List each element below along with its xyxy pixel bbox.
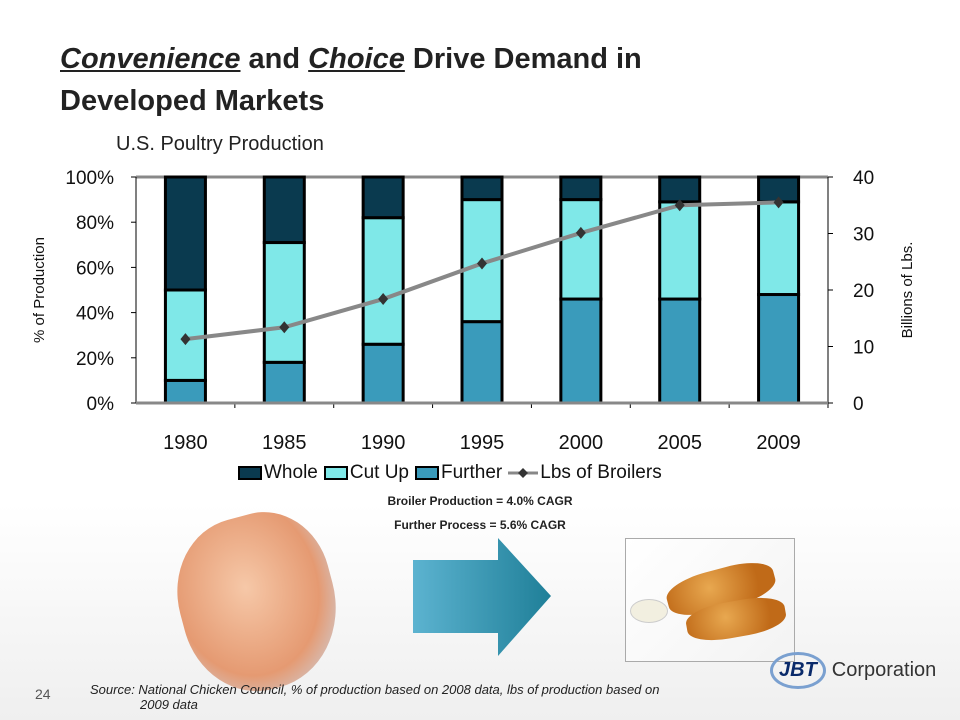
note-further-cagr: Further Process = 5.6% CAGR xyxy=(394,518,566,532)
legend: Whole Cut Up Further Lbs of Broilers xyxy=(238,462,662,484)
y-right-tick-label: 30 xyxy=(853,225,874,246)
note-broiler-cagr: Broiler Production = 4.0% CAGR xyxy=(387,494,573,508)
bar-whole xyxy=(658,175,702,204)
y-tick-label: 20% xyxy=(76,349,114,370)
line-point xyxy=(378,293,389,306)
arrow-icon xyxy=(413,538,551,656)
line-point xyxy=(773,196,784,209)
legend-label: Lbs of Broilers xyxy=(540,462,662,483)
legend-whole: Whole xyxy=(238,462,318,484)
chicken-tenders-image xyxy=(625,538,795,662)
bar-whole xyxy=(262,175,306,245)
chart: 0% 20% 40% 60% 80% 100% 0 10 20 30 40 % of Producti… xyxy=(31,168,916,454)
legend-cutup: Cut Up xyxy=(323,462,409,484)
logo-mark: JBT xyxy=(770,652,826,689)
y-tick-label: 0% xyxy=(87,394,115,415)
title-text: and xyxy=(240,43,309,75)
x-tick-label: 1995 xyxy=(460,432,505,454)
bar-further xyxy=(361,342,405,405)
line-point xyxy=(575,226,586,239)
bar-whole xyxy=(559,175,603,202)
y-axis-title: % of Production xyxy=(31,237,48,343)
page-number: 24 xyxy=(35,686,51,702)
bar-whole xyxy=(163,175,207,292)
legend-label: Whole xyxy=(264,462,318,483)
y-tick-label: 80% xyxy=(76,213,114,234)
source-note: Source: National Chicken Council, % of p… xyxy=(90,682,790,712)
bar-further xyxy=(163,378,207,405)
source-line1: Source: National Chicken Council, % of p… xyxy=(90,682,660,697)
title-line2: Developed Markets xyxy=(60,85,325,117)
legend-swatch xyxy=(323,466,348,480)
x-tick-label: 2000 xyxy=(559,432,604,454)
y-right-tick-label: 0 xyxy=(853,394,864,415)
title-text: Drive Demand in xyxy=(404,43,642,75)
logo-text: Corporation xyxy=(831,659,937,681)
legend-swatch xyxy=(415,466,439,480)
bar-whole xyxy=(361,175,405,220)
line-point xyxy=(674,199,685,212)
title-convenience: Convenience xyxy=(60,43,241,75)
bar-further xyxy=(658,297,702,405)
legend-line-icon xyxy=(508,468,539,478)
y-tick-label: 100% xyxy=(65,168,114,189)
legend-lbs: Lbs of Broilers xyxy=(508,462,662,484)
dip-bowl xyxy=(630,599,668,623)
bar-cut-up xyxy=(559,198,603,301)
jbt-logo: JBT Corporation xyxy=(770,652,936,689)
bar-cut-up xyxy=(658,200,702,301)
line-point xyxy=(279,321,290,334)
bar-cut-up xyxy=(361,216,405,346)
bar-further xyxy=(262,360,306,405)
slide-title: Convenience and Choice Drive Demand in D… xyxy=(60,38,642,122)
y-tick-label: 40% xyxy=(76,304,114,325)
bar-cut-up xyxy=(757,200,801,297)
bar-cut-up xyxy=(262,241,306,364)
y-right-tick-label: 40 xyxy=(853,168,874,189)
legend-label: Further xyxy=(441,462,503,483)
x-tick-label: 1980 xyxy=(163,432,208,454)
title-choice: Choice xyxy=(308,43,405,75)
legend-further: Further xyxy=(415,462,502,484)
y-tick-label: 60% xyxy=(76,258,114,279)
y-right-tick-label: 10 xyxy=(853,338,874,359)
x-tick-label: 1985 xyxy=(262,432,307,454)
bar-further xyxy=(757,293,801,405)
bar-whole xyxy=(460,175,504,202)
y-right-tick-label: 20 xyxy=(853,281,874,302)
legend-label: Cut Up xyxy=(349,462,409,483)
source-line2: 2009 data xyxy=(140,697,198,712)
bar-further xyxy=(559,297,603,405)
line-point xyxy=(477,257,487,270)
x-tick-label: 2005 xyxy=(657,432,702,454)
x-tick-label: 2009 xyxy=(756,432,801,454)
chart-title: U.S. Poultry Production xyxy=(116,133,324,155)
line-point xyxy=(180,333,191,346)
y-right-axis-title: Billions of Lbs. xyxy=(899,242,916,339)
x-tick-label: 1990 xyxy=(361,432,406,454)
legend-swatch xyxy=(238,466,262,480)
bar-further xyxy=(460,320,504,405)
